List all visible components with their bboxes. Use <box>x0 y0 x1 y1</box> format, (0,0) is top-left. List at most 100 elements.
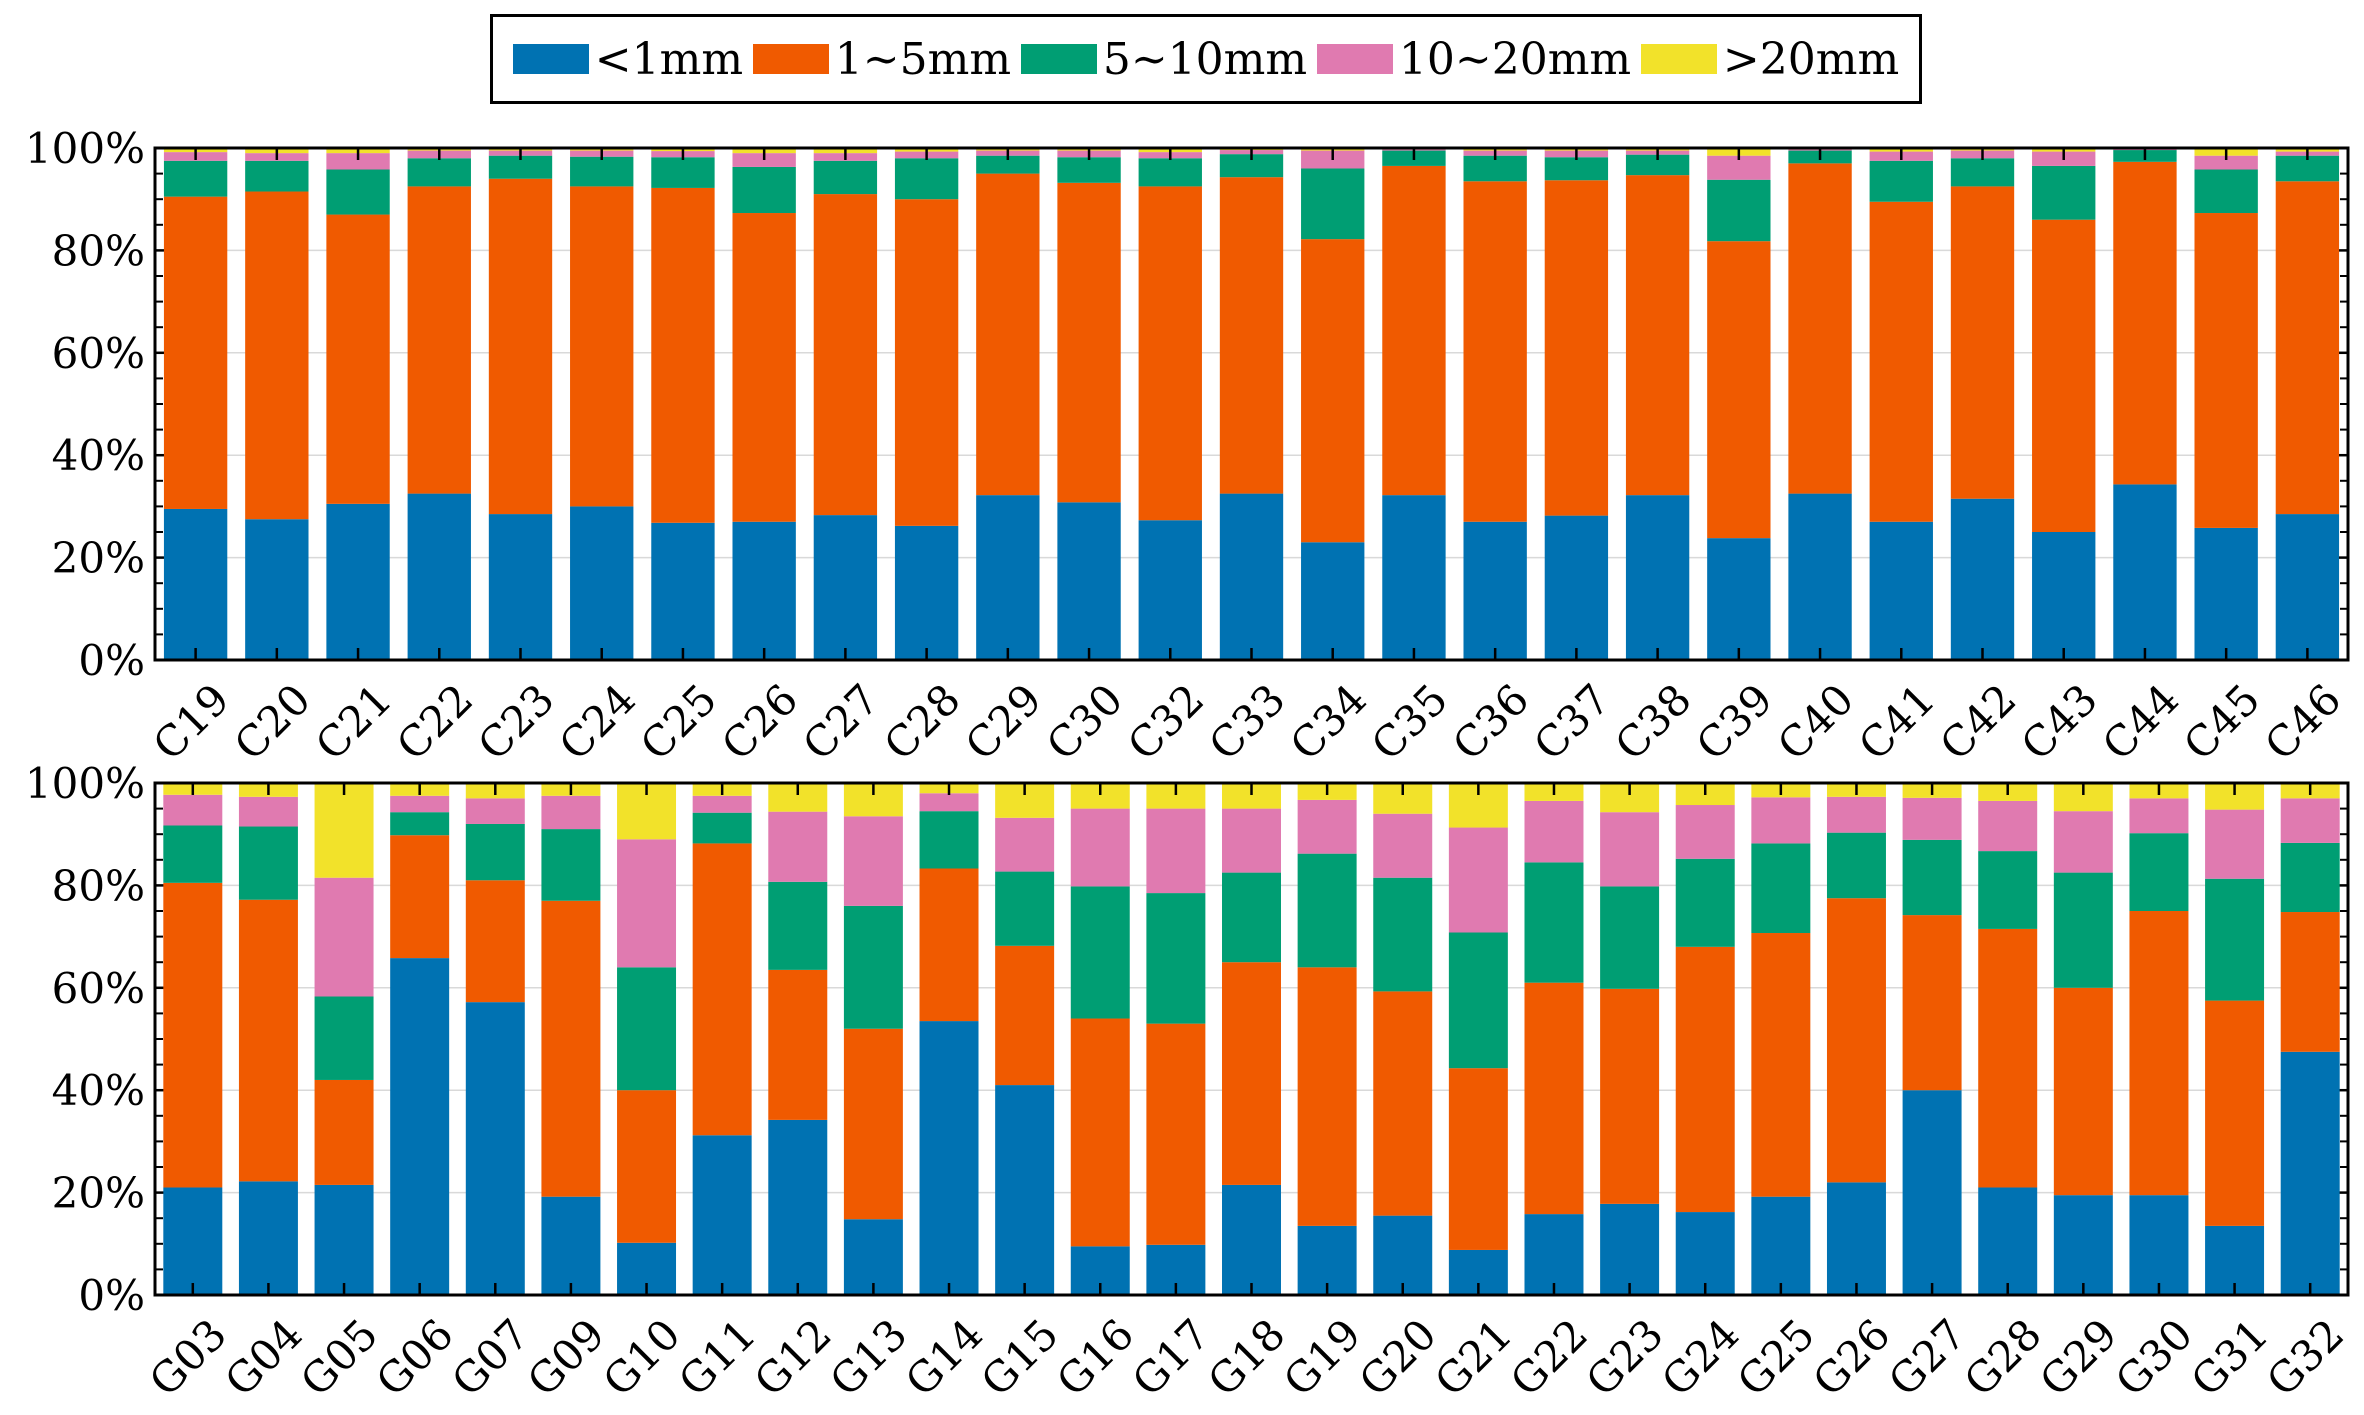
x-tick-label: G17 <box>1123 1309 1219 1405</box>
bar-g24-lt1mm <box>1675 1212 1735 1295</box>
bar-c38-1to5mm <box>1625 175 1690 496</box>
bar-g06-1to5mm <box>390 835 450 959</box>
bar-g15-1to5mm <box>995 945 1055 1086</box>
bar-c21-1to5mm <box>326 214 390 504</box>
bar-c43-1to5mm <box>2032 219 2096 532</box>
x-tick-label: G21 <box>1425 1309 1521 1405</box>
y-tick-label: 40% <box>52 431 145 480</box>
bar-g26-lt1mm <box>1826 1182 1886 1295</box>
bar-c32-5to10mm <box>1138 158 1202 187</box>
x-tick-label: G16 <box>1047 1309 1143 1405</box>
x-tick-label: G32 <box>2257 1309 2353 1405</box>
bar-g06-10to20mm <box>390 795 450 813</box>
bar-c26-5to10mm <box>732 166 796 214</box>
bar-c30-5to10mm <box>1057 157 1121 183</box>
bar-c37-lt1mm <box>1544 515 1609 660</box>
bar-g19-1to5mm <box>1297 967 1357 1226</box>
legend-label-5to10mm: 5~10mm <box>1102 33 1308 85</box>
legend-item-lt1mm: <1mm <box>512 33 744 85</box>
x-tick-label: G03 <box>140 1309 236 1405</box>
x-tick-label: G05 <box>291 1309 387 1405</box>
x-tick-label: G27 <box>1879 1309 1975 1405</box>
bar-g27-5to10mm <box>1902 839 1962 916</box>
bar-c33-lt1mm <box>1219 493 1284 660</box>
bar-g28-10to20mm <box>1978 800 2038 852</box>
bar-g03-1to5mm <box>163 882 223 1188</box>
bar-c45-10to20mm <box>2194 155 2258 170</box>
bar-g12-1to5mm <box>768 969 828 1120</box>
bar-c29-1to5mm <box>976 173 1040 496</box>
bar-c25-5to10mm <box>651 157 715 188</box>
bar-g14-1to5mm <box>919 868 979 1022</box>
bar-g18-1to5mm <box>1222 962 1281 1185</box>
bar-c34-1to5mm <box>1301 239 1365 543</box>
bar-c22-5to10mm <box>407 158 471 187</box>
bar-c36-1to5mm <box>1463 181 1527 522</box>
legend-item-1to5mm: 1~5mm <box>752 34 1011 85</box>
y-tick-label: 100% <box>25 124 145 173</box>
bar-g19-10to20mm <box>1297 799 1357 854</box>
bar-g06-lt1mm <box>390 958 450 1295</box>
legend-item-gt20mm: >20mm <box>1640 34 1899 85</box>
bar-g30-10to20mm <box>2129 798 2189 834</box>
y-tick-label: 80% <box>52 226 145 275</box>
bar-c26-1to5mm <box>732 213 796 522</box>
bar-g27-10to20mm <box>1902 797 1962 840</box>
bar-g05-gt20mm <box>314 783 374 878</box>
bar-g03-10to20mm <box>163 794 223 826</box>
bar-g10-1to5mm <box>617 1090 677 1243</box>
bar-c38-5to10mm <box>1625 154 1690 176</box>
legend-label-lt1mm: <1mm <box>594 33 744 85</box>
legend-swatch-5to10mm <box>1020 44 1097 74</box>
bar-c23-lt1mm <box>488 514 553 660</box>
bar-g11-1to5mm <box>692 843 752 1136</box>
bar-g22-1to5mm <box>1524 982 1584 1215</box>
bar-c45-lt1mm <box>2194 527 2258 660</box>
bar-c20-1to5mm <box>245 191 309 520</box>
bar-c27-5to10mm <box>813 160 878 195</box>
bar-g04-10to20mm <box>238 796 298 827</box>
bar-g22-lt1mm <box>1524 1214 1584 1295</box>
bar-g09-10to20mm <box>541 795 601 830</box>
bar-c21-10to20mm <box>326 153 390 170</box>
bar-g12-lt1mm <box>768 1119 828 1295</box>
bar-g22-5to10mm <box>1524 862 1584 983</box>
bar-c41-1to5mm <box>1869 201 1933 522</box>
x-tick-label: G14 <box>896 1309 992 1405</box>
bar-c34-5to10mm <box>1301 168 1365 240</box>
bar-c42-1to5mm <box>1950 186 2015 499</box>
bar-g21-1to5mm <box>1448 1068 1508 1250</box>
bar-g05-lt1mm <box>314 1184 374 1295</box>
bar-c28-lt1mm <box>894 525 959 660</box>
bar-g15-lt1mm <box>995 1085 1055 1295</box>
x-tick-label: G18 <box>1198 1309 1294 1405</box>
bar-c27-1to5mm <box>813 194 878 516</box>
bar-g23-5to10mm <box>1600 886 1660 989</box>
bar-g27-1to5mm <box>1902 915 1962 1091</box>
bar-g25-5to10mm <box>1751 843 1811 934</box>
bar-g30-lt1mm <box>2129 1195 2189 1295</box>
bar-g25-lt1mm <box>1751 1196 1811 1295</box>
bar-g13-5to10mm <box>843 905 903 1029</box>
x-tick-label: G26 <box>1803 1309 1899 1405</box>
bar-g18-lt1mm <box>1222 1184 1281 1295</box>
bar-g19-5to10mm <box>1297 853 1357 968</box>
legend-swatch-10to20mm <box>1316 44 1393 74</box>
bar-g20-5to10mm <box>1373 877 1433 992</box>
x-tick-label: G19 <box>1274 1309 1370 1405</box>
bar-c23-5to10mm <box>488 155 553 179</box>
bar-g29-10to20mm <box>2053 811 2113 873</box>
x-tick-label: G11 <box>669 1309 765 1405</box>
bar-g04-lt1mm <box>238 1181 298 1295</box>
bar-g17-5to10mm <box>1146 893 1206 1024</box>
bar-g12-10to20mm <box>768 811 828 882</box>
bar-c29-lt1mm <box>976 495 1040 660</box>
bar-g16-5to10mm <box>1070 886 1130 1019</box>
bar-c39-5to10mm <box>1707 179 1771 242</box>
bar-c45-5to10mm <box>2194 169 2258 214</box>
legend-swatch-1to5mm <box>752 44 829 74</box>
bar-g11-10to20mm <box>692 795 752 813</box>
bar-g21-5to10mm <box>1448 932 1508 1069</box>
bar-c38-lt1mm <box>1625 495 1690 660</box>
